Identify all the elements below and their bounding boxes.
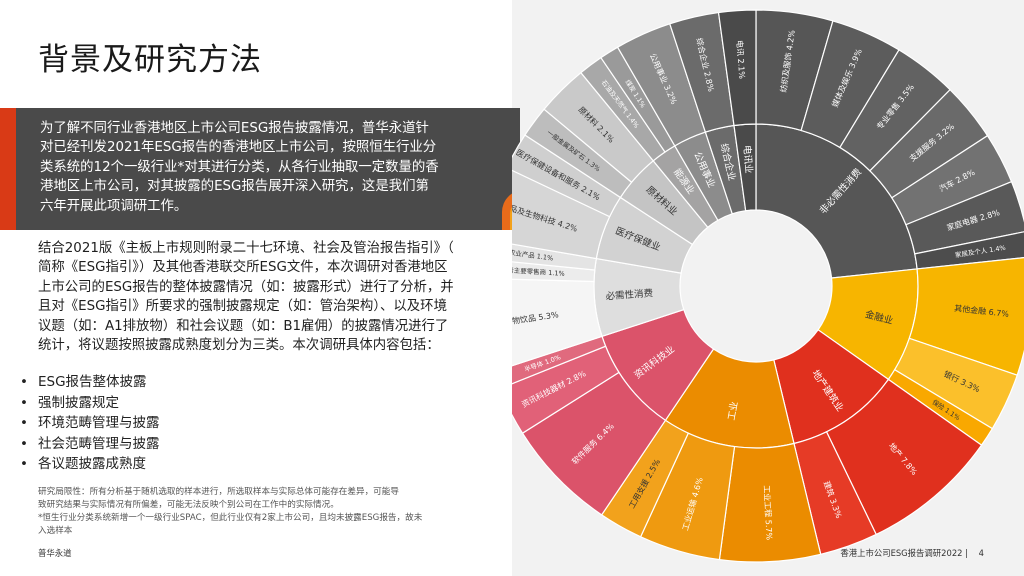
body-line: 结合2021版《主板上市规则附录二十七环境、社会及管治报告指引》（ — [38, 241, 454, 256]
footnote-line: 研究局限性：所有分析基于随机选取的样本进行，所选取样本与实际总体可能存在差异，可… — [38, 487, 399, 497]
accent-bar — [0, 108, 16, 230]
body-line: 上市公司的ESG报告的整体披露情况（如：披露形式）进行了分析，并 — [38, 279, 454, 295]
intro-box: 为了解不同行业香港地区上市公司ESG报告披露情况，普华永道针 对已经刊发2021… — [0, 108, 520, 230]
intro-line: 六年开展此项调研工作。 — [40, 198, 188, 214]
bullet-item: 社会范畴管理与披露 — [20, 434, 160, 455]
bullet-item: 环境范畴管理与披露 — [20, 413, 160, 434]
bullet-item: 强制披露规定 — [20, 393, 160, 414]
footnote: 研究局限性：所有分析基于随机选取的样本进行，所选取样本与实际总体可能存在差异，可… — [38, 486, 498, 538]
page-number: 4 — [978, 548, 984, 558]
bullet-list: ESG报告整体披露 强制披露规定 环境范畴管理与披露 社会范畴管理与披露 各议题… — [20, 372, 160, 475]
body-line: 且对《ESG指引》所要求的强制披露规定（如：管治架构）、以及环境 — [38, 299, 447, 315]
inner-label: 必需性消费 — [605, 287, 653, 302]
body-paragraph: 结合2021版《主板上市规则附录二十七环境、社会及管治报告指引》（ 简称《ESG… — [38, 239, 488, 355]
outer-label: 电讯 2.1% — [735, 40, 748, 80]
outer-label: 工业工程 5.7% — [762, 485, 775, 541]
intro-line: 港地区上市公司，对其披露的ESG报告展开深入研究，这是我们第 — [40, 179, 429, 195]
footnote-line: 致研究结果与实际情况有所偏差，可能无法反映个别公司在工作中的实际情况。 — [38, 500, 339, 510]
body-line: 统计，将议题按照披露成熟度划分为三类。本次调研具体内容包括： — [38, 338, 440, 354]
bullet-item: ESG报告整体披露 — [20, 372, 160, 393]
intro-line: 对已经刊发2021年ESG报告的香港地区上市公司，按照恒生行业分 — [40, 140, 437, 156]
body-line: 简称《ESG指引》）及其他香港联交所ESG文件，本次调研对香港地区 — [38, 260, 448, 276]
footnote-line: 入选样本 — [38, 526, 73, 536]
bullet-item: 各议题披露成熟度 — [20, 454, 160, 475]
sunburst-chart: 非必需性消费金融业地产建筑业工业资讯科技业必需性消费医疗保健业原材料业能源业公用… — [512, 9, 1024, 563]
intro-line: 为了解不同行业香港地区上市公司ESG报告披露情况，普华永道针 — [40, 121, 429, 136]
page-title: 背景及研究方法 — [38, 42, 262, 78]
intro-line: 类系统的12个一级行业*对其进行分类，从各行业抽取一定数量的香 — [40, 159, 439, 175]
footer-brand: 普华永道 — [38, 548, 72, 558]
footer-info: 香港上市公司ESG报告调研2022 | 4 — [840, 547, 984, 559]
inner-label: 电讯业 — [741, 145, 755, 174]
footnote-line: *恒生行业分类系统新增一个一级行业SPAC，但此行业仅有2家上市公司，且均未披露… — [38, 513, 423, 523]
outer-segment — [717, 9, 757, 127]
footer-report-title: 香港上市公司ESG报告调研2022 | — [840, 548, 968, 558]
inner-label: 工业 — [726, 401, 740, 422]
body-line: 议题（如：A1排放物）和社会议题（如：B1雇佣）的披露情况进行了 — [38, 318, 449, 334]
